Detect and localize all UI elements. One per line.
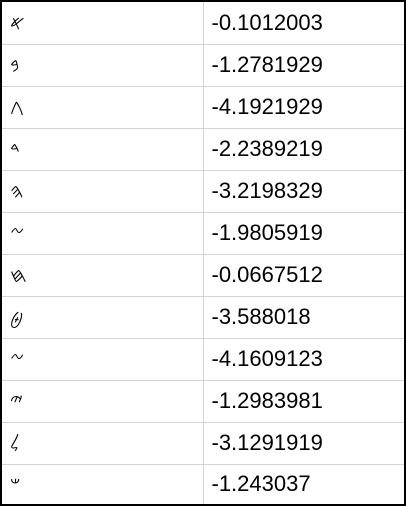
table-row: 𐤀 -0.1012003 [2,2,404,45]
table-row: 𐤃 -2.2389219 [2,128,404,171]
symbol-cell[interactable]: 𐤄 [2,170,204,213]
symbol-cell[interactable]: 𐤇 [2,254,204,297]
value-cell[interactable]: -1.2781929 [203,44,404,87]
symbol-cell[interactable]: 𐤉 [2,380,204,423]
table-row: 𐤇 -0.0667512 [2,254,404,297]
value-cell[interactable]: -1.2983981 [203,380,404,423]
table-row: 𐤆 -4.1609123 [2,338,404,381]
table-row: 𐤋 -3.1291919 [2,422,404,465]
symbol-cell[interactable]: 𐤃 [2,128,204,171]
symbol-cell[interactable]: 𐤋 [2,422,204,465]
symbol-cell[interactable]: 𐤆 [2,212,204,255]
value-cell[interactable]: -3.1291919 [203,422,404,465]
value-cell[interactable]: -0.1012003 [203,2,404,45]
table-row: 𐤔 -1.243037 [2,464,404,504]
symbol-cell[interactable]: 𐤂 [2,86,204,129]
value-cell[interactable]: -3.2198329 [203,170,404,213]
value-cell[interactable]: -1.243037 [211,471,311,497]
table-row: 𐤆 -1.9805919 [2,212,404,255]
symbol-cell[interactable]: 𐤁 [2,44,204,87]
table-row: 𐤁 -1.2781929 [2,44,404,87]
value-cell[interactable]: -1.9805919 [203,212,404,255]
value-cell[interactable]: -2.2389219 [203,128,404,171]
value-cell[interactable]: -3.588018 [203,296,404,339]
table-row: 𐤄 -3.2198329 [2,170,404,213]
symbol-cell[interactable]: 𐤔 [2,464,204,504]
symbol-cell[interactable]: 𐤈 [2,296,204,339]
table-row: 𐤈 -3.588018 [2,296,404,339]
table-row: 𐤂 -4.1921929 [2,86,404,129]
symbol-cell[interactable]: 𐤆 [2,338,204,381]
value-cell[interactable]: -0.0667512 [203,254,404,297]
table-row: 𐤉 -1.2983981 [2,380,404,423]
symbol-cell[interactable]: 𐤀 [2,2,204,45]
value-cell[interactable]: -4.1609123 [203,338,404,381]
value-cell[interactable]: -4.1921929 [203,86,404,129]
